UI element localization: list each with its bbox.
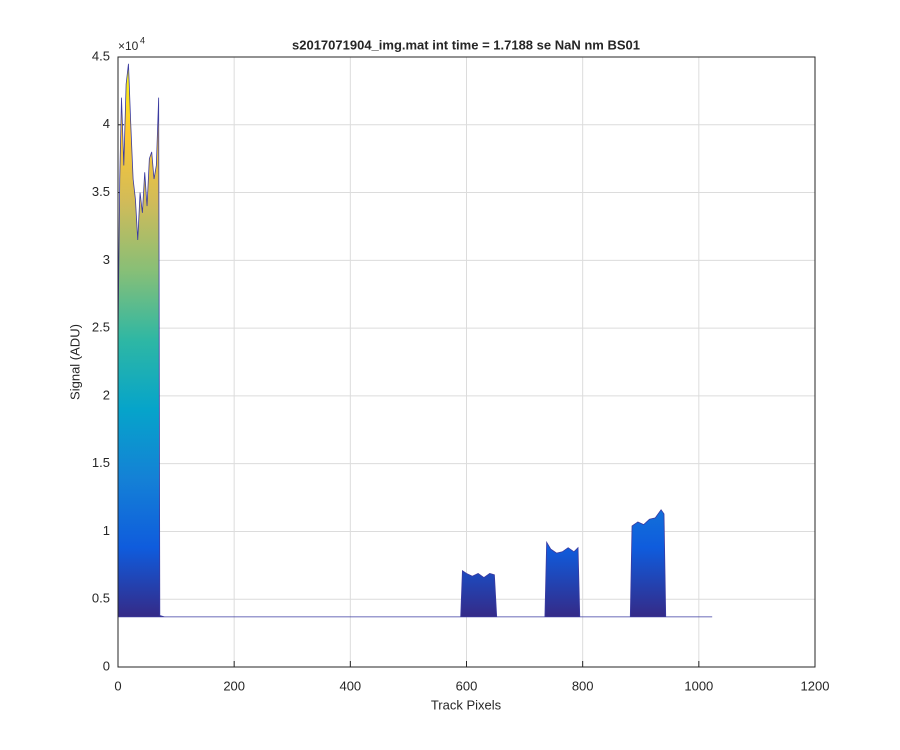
y-tick-label: 0.5 <box>92 591 110 606</box>
y-tick-label: 0 <box>103 658 110 673</box>
plot-frame <box>117 56 816 668</box>
signal-area <box>117 63 713 618</box>
y-tick-label: 1 <box>103 523 110 538</box>
y-tick-label: 2 <box>103 387 110 402</box>
x-tick-label: 600 <box>456 678 478 693</box>
y-tick-label: 3.5 <box>92 184 110 199</box>
chart-title: s2017071904_img.mat int time = 1.7188 se… <box>292 37 640 52</box>
x-tick-label: 1200 <box>801 678 830 693</box>
x-tick-label: 800 <box>572 678 594 693</box>
x-axis-label: Track Pixels <box>431 697 502 712</box>
y-tick-label: 1.5 <box>92 455 110 470</box>
x-tick-label: 0 <box>114 678 121 693</box>
x-tick-label: 200 <box>223 678 245 693</box>
y-tick-label: 2.5 <box>92 320 110 335</box>
y-tick-label: 4.5 <box>92 48 110 63</box>
y-axis-label: Signal (ADU) <box>67 324 82 400</box>
x-tick-label: 400 <box>339 678 361 693</box>
y-tick-label: 3 <box>103 252 110 267</box>
y-multiplier-exponent: 4 <box>140 35 145 45</box>
y-tick-label: 4 <box>103 116 110 131</box>
y-multiplier: ×10 <box>118 39 139 53</box>
x-tick-label: 1000 <box>684 678 713 693</box>
